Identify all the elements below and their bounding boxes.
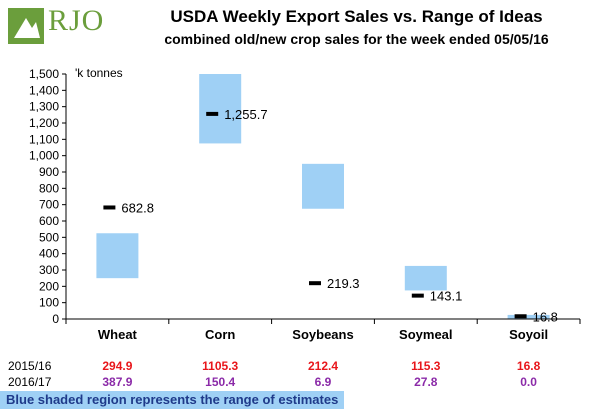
y-tick-label: 800 (39, 181, 59, 195)
range-bar-corn (199, 74, 242, 144)
table-cell: 294.9 (102, 359, 133, 373)
chart-subtitle: combined old/new crop sales for the week… (164, 31, 549, 47)
table-cell: 150.4 (205, 375, 236, 389)
y-tick-label: 1,000 (29, 149, 59, 163)
y-unit-label: 'k tonnes (75, 66, 123, 80)
y-tick-label: 900 (39, 165, 59, 179)
x-tick-label: Soyoil (509, 327, 548, 342)
table-cell: 1105.3 (202, 359, 239, 373)
y-tick-label: 1,400 (29, 83, 59, 97)
table-cell: 0.0 (520, 375, 537, 389)
x-tick-label: Soymeal (399, 327, 452, 342)
table-cell: 115.3 (411, 359, 441, 373)
table-cell: 387.9 (102, 375, 133, 389)
actual-label: 219.3 (327, 276, 360, 291)
logo-text: RJO (48, 4, 105, 37)
chart-title: USDA Weekly Export Sales vs. Range of Id… (170, 7, 543, 26)
y-tick-label: 600 (39, 214, 59, 228)
y-tick-label: 1,100 (29, 132, 59, 146)
y-tick-label: 1,200 (29, 116, 59, 130)
table-cell: 16.8 (516, 359, 541, 373)
y-tick-label: 300 (39, 263, 59, 277)
table-cell: 27.8 (414, 375, 438, 389)
table-row: 2015/16 294.9 1105.3 212.4 115.3 16.8 (0, 359, 601, 375)
range-bar-soybeans (302, 163, 344, 209)
footnote: Blue shaded region represents the range … (0, 391, 345, 409)
x-tick-label: Wheat (98, 327, 138, 342)
y-tick-label: 1,500 (29, 67, 59, 81)
actual-label: 143.1 (430, 289, 463, 304)
rjo-logo (8, 8, 44, 44)
table-row-label: 2015/16 (8, 359, 52, 373)
table-row: 2016/17 387.9 150.4 6.9 27.8 0.0 (0, 375, 601, 391)
table-row-label: 2016/17 (8, 375, 52, 389)
range-bar-soyoil (507, 314, 550, 319)
actual-label: 16.8 (533, 309, 558, 324)
actual-label: 1,255.7 (224, 107, 267, 122)
table-cell: 6.9 (314, 375, 332, 389)
y-tick-label: 500 (39, 230, 59, 244)
y-tick-label: 0 (52, 312, 59, 326)
logo-mark-figure (14, 18, 40, 38)
range-bar-soymeal (404, 265, 447, 291)
actual-label: 682.8 (121, 200, 154, 215)
x-tick-label: Corn (205, 327, 235, 342)
y-tick-label: 100 (39, 296, 59, 310)
y-tick-label: 200 (39, 279, 59, 293)
y-tick-label: 1,300 (29, 100, 59, 114)
y-tick-label: 700 (39, 198, 59, 212)
range-bar-wheat (96, 233, 139, 279)
x-tick-label: Soybeans (292, 327, 353, 342)
table-cell: 212.4 (307, 359, 339, 373)
y-tick-label: 400 (39, 247, 59, 261)
